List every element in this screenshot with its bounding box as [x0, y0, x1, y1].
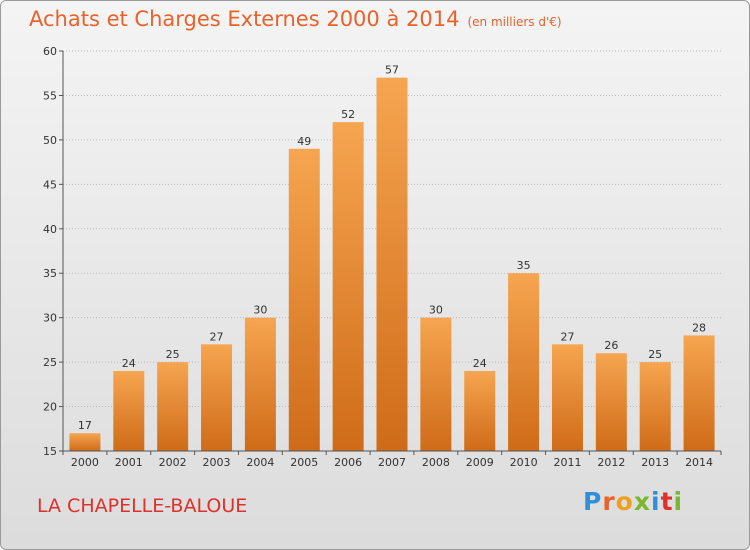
y-tick-label: 25	[43, 356, 57, 369]
bar	[595, 353, 627, 451]
bar-value-label: 26	[604, 339, 618, 352]
bar-value-label: 52	[341, 108, 355, 121]
x-tick-label: 2007	[378, 456, 406, 469]
bar	[508, 273, 540, 451]
x-tick-label: 2005	[290, 456, 318, 469]
logo-letter: o	[615, 487, 634, 516]
logo-letter: i	[651, 487, 661, 516]
x-tick-label: 2014	[685, 456, 713, 469]
y-tick-label: 20	[43, 401, 57, 414]
x-tick-label: 2001	[115, 456, 143, 469]
x-tick-label: 2012	[597, 456, 625, 469]
bar	[113, 371, 145, 451]
y-tick-label: 60	[43, 45, 57, 58]
y-tick-label: 45	[43, 178, 57, 191]
x-tick-label: 2011	[553, 456, 581, 469]
x-tick-label: 2013	[641, 456, 669, 469]
bar-value-label: 27	[560, 330, 574, 343]
y-tick-label: 55	[43, 89, 57, 102]
chart-title: Achats et Charges Externes 2000 à 2014 (e…	[29, 7, 562, 31]
bar-value-label: 17	[78, 419, 92, 432]
bar-value-label: 28	[692, 321, 706, 334]
bar-value-label: 49	[297, 135, 311, 148]
bar	[683, 335, 715, 451]
x-tick-label: 2000	[71, 456, 99, 469]
bar-value-label: 25	[648, 348, 662, 361]
bar	[157, 362, 189, 451]
y-tick-label: 15	[43, 445, 57, 458]
bar-value-label: 25	[166, 348, 180, 361]
bar-value-label: 57	[385, 64, 399, 77]
chart-unit: (en milliers d'€)	[467, 15, 562, 29]
bar-value-label: 35	[517, 259, 531, 272]
logo-letter: i	[673, 487, 684, 516]
chart-title-text: Achats et Charges Externes 2000 à 2014	[29, 7, 460, 31]
bar-value-label: 30	[429, 304, 443, 317]
bar-value-label: 30	[253, 304, 267, 317]
bar	[639, 362, 671, 451]
bar-value-label: 27	[210, 330, 224, 343]
x-tick-label: 2008	[422, 456, 450, 469]
y-tick-label: 30	[43, 312, 57, 325]
bar-value-label: 24	[473, 357, 487, 370]
logo-letter: r	[602, 487, 616, 516]
bar-value-label: 24	[122, 357, 136, 370]
bar	[464, 371, 496, 451]
x-tick-label: 2010	[510, 456, 538, 469]
logo-letter: P	[583, 487, 603, 516]
logo-letter: x	[633, 487, 651, 516]
axes: 15 20 25 30 35 40 45 50 55 60 2000 2001 2002 2003 2004…	[43, 45, 722, 469]
x-tick-label: 2003	[203, 456, 231, 469]
y-tick-label: 40	[43, 223, 57, 236]
y-tick-label: 35	[43, 267, 57, 280]
location-label: LA CHAPELLE-BALOUE	[37, 495, 248, 517]
logo-letter: t	[660, 487, 674, 516]
proxiti-logo[interactable]: Proxiti	[583, 487, 683, 516]
bar	[288, 148, 320, 451]
y-tick-label: 50	[43, 134, 57, 147]
x-tick-label: 2004	[246, 456, 274, 469]
bar	[420, 317, 452, 451]
x-tick-label: 2006	[334, 456, 362, 469]
x-tick-label: 2002	[159, 456, 187, 469]
bar	[244, 317, 276, 451]
bar	[201, 344, 233, 451]
bar	[69, 433, 101, 451]
bar	[376, 77, 408, 452]
bar	[332, 122, 364, 451]
x-tick-label: 2009	[466, 456, 494, 469]
bars: 17 24 25 27 30 49 52 57 30 24 35 27 26 25 28	[69, 64, 715, 452]
bar	[551, 344, 583, 451]
